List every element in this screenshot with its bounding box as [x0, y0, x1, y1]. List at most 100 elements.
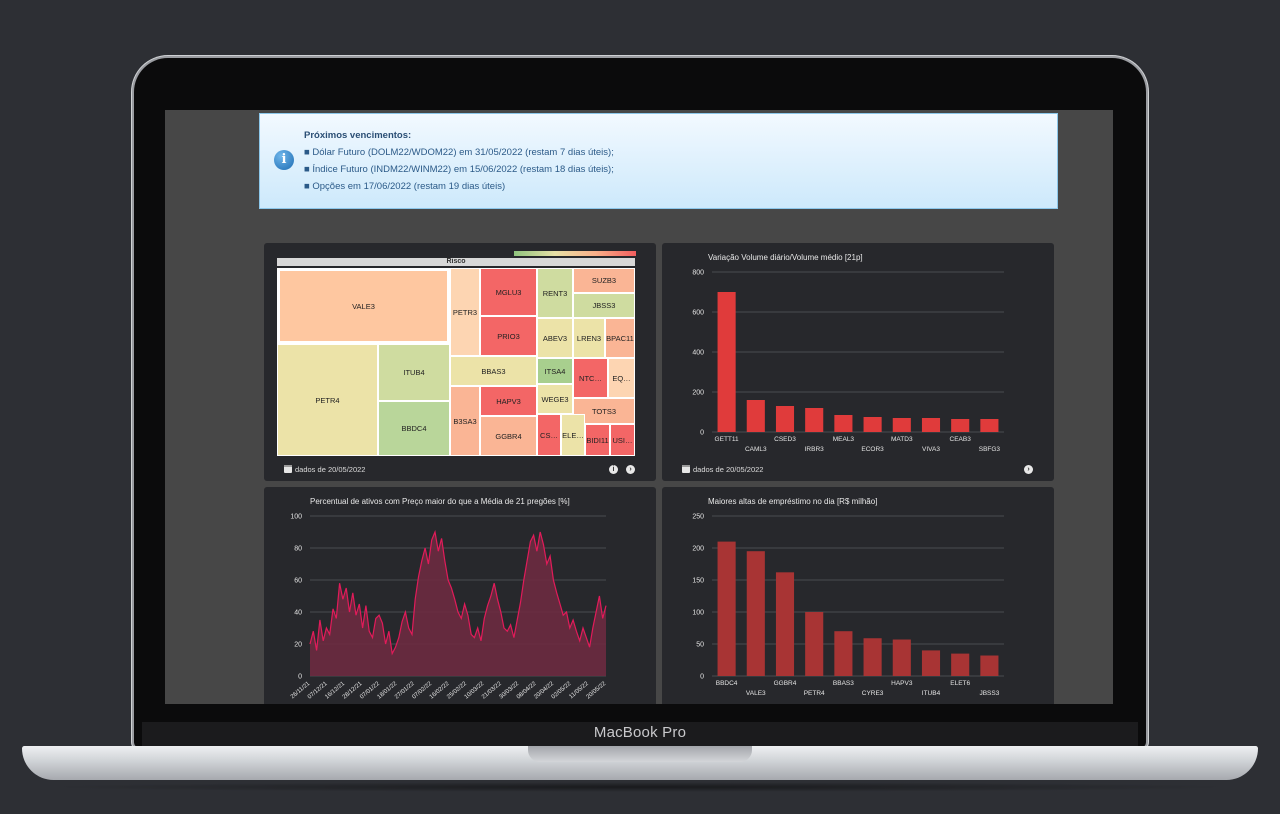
device-label: MacBook Pro	[593, 724, 687, 741]
bar-cyre3	[863, 638, 882, 676]
x-tick-label: BBAS3	[833, 680, 854, 687]
bar-petr4	[805, 612, 824, 676]
treemap-cell-itub4[interactable]: ITUB4	[378, 344, 450, 401]
treemap-date: dados de 20/05/2022	[295, 465, 366, 474]
x-tick-label: ITUB4	[922, 690, 941, 697]
x-tick-label: SBFG3	[979, 446, 1001, 453]
treemap-cell-bbdc4[interactable]: BBDC4	[378, 401, 450, 456]
x-tick-label: CYRE3	[862, 690, 884, 697]
volume-footer: dados de 20/05/2022	[682, 465, 763, 474]
bar-itub4	[921, 650, 941, 676]
treemap-cell-petr3[interactable]: PETR3	[450, 268, 480, 356]
lending-chart: 0 50 100 150 200 250 BBDC4 VALE3 GGBR4 PETR4 BBAS3…	[692, 514, 1004, 697]
bar-ecor3	[863, 417, 882, 432]
bar-bbas3	[834, 631, 853, 676]
treemap-cell-lren3[interactable]: LREN3	[573, 318, 605, 358]
x-tick-label: VIVA3	[922, 446, 940, 453]
x-tick-label: ECOR3	[861, 446, 884, 453]
info-icon: i	[274, 150, 294, 170]
bar-meal3	[834, 415, 853, 432]
bar-caml3	[746, 400, 765, 432]
x-tick-label: GETT11	[715, 436, 739, 443]
y-tick-label: 100	[692, 610, 704, 617]
y-tick-label: 20	[294, 642, 302, 649]
y-tick-label: 600	[692, 310, 704, 317]
x-tick-label: 20/05/22	[586, 681, 608, 701]
treemap-cell-hapv3[interactable]: HAPV3	[480, 386, 537, 416]
y-tick-label: 0	[700, 674, 704, 681]
x-tick-label: MEAL3	[833, 436, 855, 443]
treemap-cell-suzb3[interactable]: SUZB3	[573, 268, 635, 293]
bar-ggbr4	[775, 572, 795, 676]
bar-sbfg3	[980, 419, 999, 432]
x-tick-label: MATD3	[891, 436, 913, 443]
treemap-cell-wege3[interactable]: WEGE3	[537, 384, 573, 414]
treemap-cell-bpac11[interactable]: BPAC11	[605, 318, 635, 358]
percent-area	[310, 532, 606, 676]
y-tick-label: 200	[692, 546, 704, 553]
treemap-cell-cs[interactable]: CS…	[537, 414, 561, 456]
y-tick-label: 60	[294, 578, 302, 585]
percent-chart-panel: Percentual de ativos com Preço maior do …	[264, 487, 656, 704]
treemap-cell-itsa4[interactable]: ITSA4	[537, 358, 573, 384]
bar-hapv3	[892, 639, 911, 676]
bar-csed3	[775, 406, 795, 432]
treemap-cell-bbas3[interactable]: BBAS3	[450, 356, 537, 386]
treemap-cell-petr4[interactable]: PETR4	[277, 344, 378, 456]
info-button[interactable]: i	[609, 465, 618, 474]
screen: i Próximos vencimentos: ■ Dólar Futuro (…	[165, 110, 1113, 704]
treemap-cell-ggbr4[interactable]: GGBR4	[480, 416, 537, 456]
x-tick-label: CSED3	[774, 436, 796, 443]
treemap-cell-prio3[interactable]: PRIO3	[480, 316, 537, 356]
lending-chart-title: Maiores altas de empréstimo no dia [R$ m…	[708, 497, 878, 506]
bar-ceab3	[951, 419, 970, 432]
bar-viva3	[921, 418, 941, 432]
percent-chart: 02040608010026/11/2107/12/2116/12/2128/1…	[290, 514, 608, 701]
notice-line-index: ■ Índice Futuro (INDM22/WINM22) em 15/06…	[304, 164, 614, 175]
x-tick-label: HAPV3	[891, 680, 913, 687]
y-tick-label: 0	[298, 674, 302, 681]
bar-gett11	[717, 292, 736, 432]
x-tick-label: CEAB3	[950, 436, 972, 443]
x-tick-label: IRBR3	[805, 446, 825, 453]
volume-date: dados de 20/05/2022	[693, 465, 764, 474]
treemap-cell-rent3[interactable]: RENT3	[537, 268, 573, 318]
laptop-notch	[528, 746, 752, 762]
treemap-cell-mglu3[interactable]: MGLU3	[480, 268, 537, 316]
y-tick-label: 150	[692, 578, 704, 585]
treemap-cell-usi[interactable]: USI…	[610, 424, 635, 456]
bar-irbr3	[805, 408, 824, 432]
treemap-footer: dados de 20/05/2022	[284, 465, 365, 474]
treemap-cell-jbss3[interactable]: JBSS3	[573, 293, 635, 318]
notice-title: Próximos vencimentos:	[304, 130, 412, 141]
volume-chart: 0 200 400 600 800 GETT11 CAML3 CSED3 IRBR3 MEAL3 E…	[692, 270, 1004, 453]
lending-chart-panel: Maiores altas de empréstimo no dia [R$ m…	[662, 487, 1054, 704]
percent-chart-title: Percentual de ativos com Preço maior do …	[310, 497, 570, 506]
treemap-cell-ele[interactable]: ELE…	[561, 414, 585, 456]
y-tick-label: 80	[294, 546, 302, 553]
expiration-notice: i Próximos vencimentos: ■ Dólar Futuro (…	[259, 113, 1058, 209]
treemap-cell-eq[interactable]: EQ…	[608, 358, 635, 398]
treemap-cell-ntc[interactable]: NTC…	[573, 358, 608, 398]
bar-elet6	[951, 653, 970, 676]
more-button[interactable]: ›	[1024, 465, 1033, 474]
risk-treemap-panel: Risco VALE3 PETR4 ITUB4 BBDC4 PETR3 MGLU3 PRIO…	[264, 243, 656, 481]
calendar-icon	[682, 465, 690, 473]
treemap-cell-bidi11[interactable]: BIDI11	[585, 424, 610, 456]
x-tick-label: PETR4	[804, 690, 825, 697]
treemap-cell-abev3[interactable]: ABEV3	[537, 318, 573, 358]
y-tick-label: 200	[692, 390, 704, 397]
y-tick-label: 0	[700, 430, 704, 437]
more-button[interactable]: ›	[626, 465, 635, 474]
bar-matd3	[892, 418, 911, 432]
risk-treemap: Risco VALE3 PETR4 ITUB4 BBDC4 PETR3 MGLU3 PRIO…	[277, 258, 635, 456]
x-tick-label: JBSS3	[979, 690, 999, 697]
bar-jbss3	[980, 655, 999, 676]
x-tick-label: GGBR4	[774, 680, 797, 687]
y-tick-label: 400	[692, 350, 704, 357]
y-tick-label: 50	[696, 642, 704, 649]
bar-vale3	[746, 551, 765, 676]
treemap-cell-vale3[interactable]: VALE3	[277, 268, 450, 344]
treemap-cell-b3sa3[interactable]: B3SA3	[450, 386, 480, 456]
y-tick-label: 40	[294, 610, 302, 617]
